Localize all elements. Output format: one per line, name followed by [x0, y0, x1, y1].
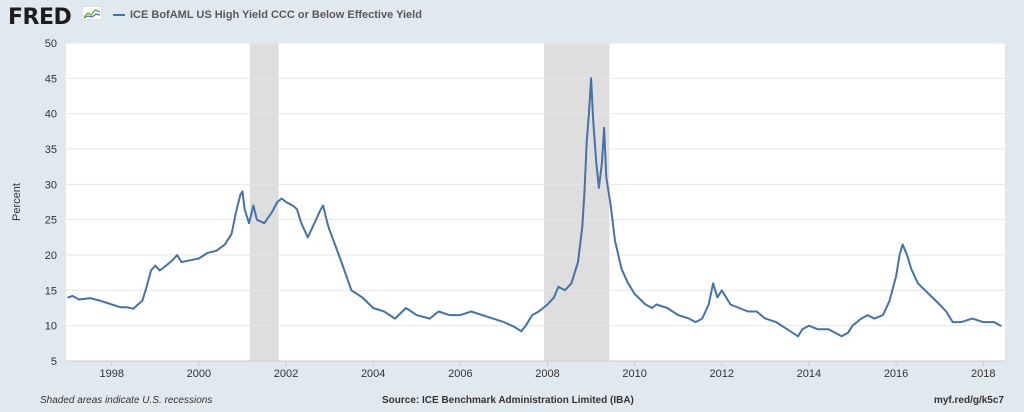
- chart-header: FRED ICE BofAML US High Yield CCC or Bel…: [0, 0, 1024, 34]
- legend-label: ICE BofAML US High Yield CCC or Below Ef…: [130, 9, 422, 21]
- series-layer: [67, 77, 1002, 338]
- x-tick-label-2006: 2006: [448, 368, 472, 380]
- y-tick-label-45: 45: [45, 73, 57, 85]
- y-tick-label-5: 5: [51, 356, 57, 368]
- legend: ICE BofAML US High Yield CCC or Below Ef…: [113, 9, 422, 21]
- plot-area: [66, 43, 1005, 361]
- recession-note: Shaded areas indicate U.S. recessions: [40, 395, 213, 406]
- y-axis-ticks: 5 10 15 20 25 30 35 40 45 50: [45, 38, 57, 368]
- y-tick-label-35: 35: [45, 144, 57, 156]
- recession-band-1: [543, 43, 610, 361]
- x-tick-label-2008: 2008: [535, 368, 559, 380]
- x-tick-label-2002: 2002: [274, 368, 298, 380]
- x-tick-label-2014: 2014: [797, 368, 821, 380]
- legend-swatch: [113, 14, 125, 16]
- y-tick-label-50: 50: [45, 38, 57, 50]
- y-tick-label-25: 25: [45, 215, 57, 227]
- y-tick-label-30: 30: [45, 179, 57, 191]
- fred-logo[interactable]: FRED: [8, 5, 72, 30]
- x-tick-label-2000: 2000: [187, 368, 211, 380]
- x-tick-label-1998: 1998: [100, 368, 124, 380]
- recession-band-0: [249, 43, 279, 361]
- x-tick-label-2012: 2012: [710, 368, 734, 380]
- line-graph-icon: [82, 6, 102, 20]
- series-line-0: [67, 77, 1002, 338]
- x-tick-label-2018: 2018: [971, 368, 995, 380]
- x-tick-label-2004: 2004: [361, 368, 385, 380]
- source-text: Source: ICE Benchmark Administration Lim…: [382, 395, 634, 406]
- y-tick-label-40: 40: [45, 109, 57, 121]
- y-tick-label-20: 20: [45, 250, 57, 262]
- y-tick-label-15: 15: [45, 285, 57, 297]
- short-link[interactable]: myf.red/g/k5c7: [933, 395, 1004, 406]
- y-tick-label-10: 10: [45, 321, 57, 333]
- x-tick-label-2010: 2010: [622, 368, 646, 380]
- x-tick-label-2016: 2016: [884, 368, 908, 380]
- y-axis-title: Percent: [11, 183, 23, 221]
- x-axis-ticks: 1998 2000 2002 2004 2006 2008 2010 2012 2014 2016…: [66, 360, 1005, 380]
- recession-shading: [249, 43, 610, 361]
